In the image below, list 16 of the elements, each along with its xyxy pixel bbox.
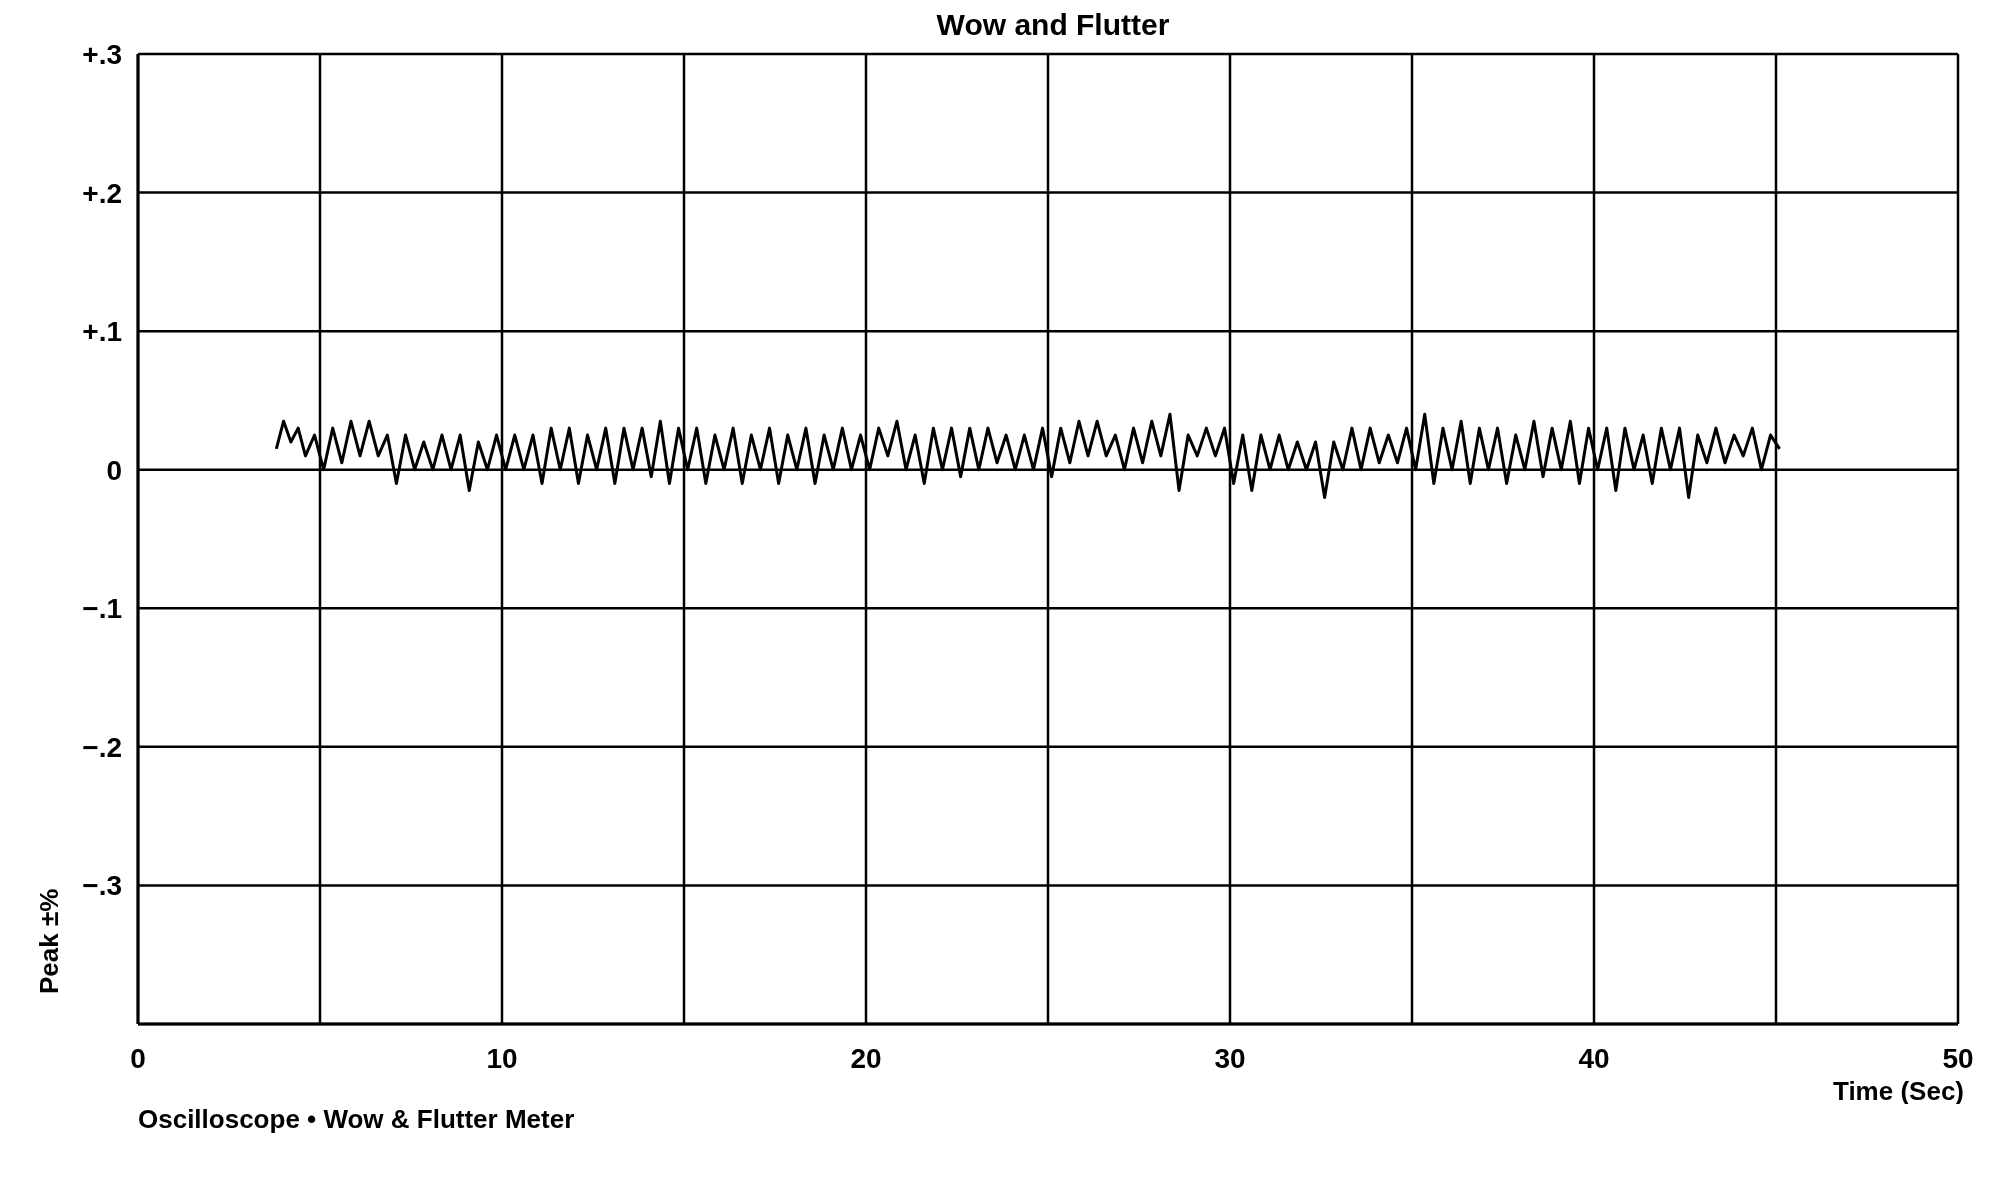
y-tick-label: −.2 (82, 731, 122, 763)
x-tick-label: 50 (1942, 1042, 1974, 1074)
y-tick-label: 0 (106, 454, 122, 486)
x-tick-label: 30 (1214, 1042, 1246, 1074)
chart-title: Wow and Flutter (936, 8, 1170, 41)
y-tick-label: −.1 (82, 593, 122, 625)
y-tick-label: −.3 (82, 870, 122, 902)
y-axis-title: Peak ±% (34, 888, 64, 994)
x-tick-label: 0 (130, 1042, 146, 1074)
y-tick-label: +.1 (82, 316, 122, 348)
text: Oscilloscope • Wow & Flutter Meter (138, 1104, 575, 1134)
x-tick-label: 20 (850, 1042, 882, 1074)
y-tick-label: +.2 (82, 177, 122, 209)
x-tick-label: 40 (1578, 1042, 1610, 1074)
y-tick-label: +.3 (82, 38, 122, 70)
x-tick-label: 10 (486, 1042, 518, 1074)
